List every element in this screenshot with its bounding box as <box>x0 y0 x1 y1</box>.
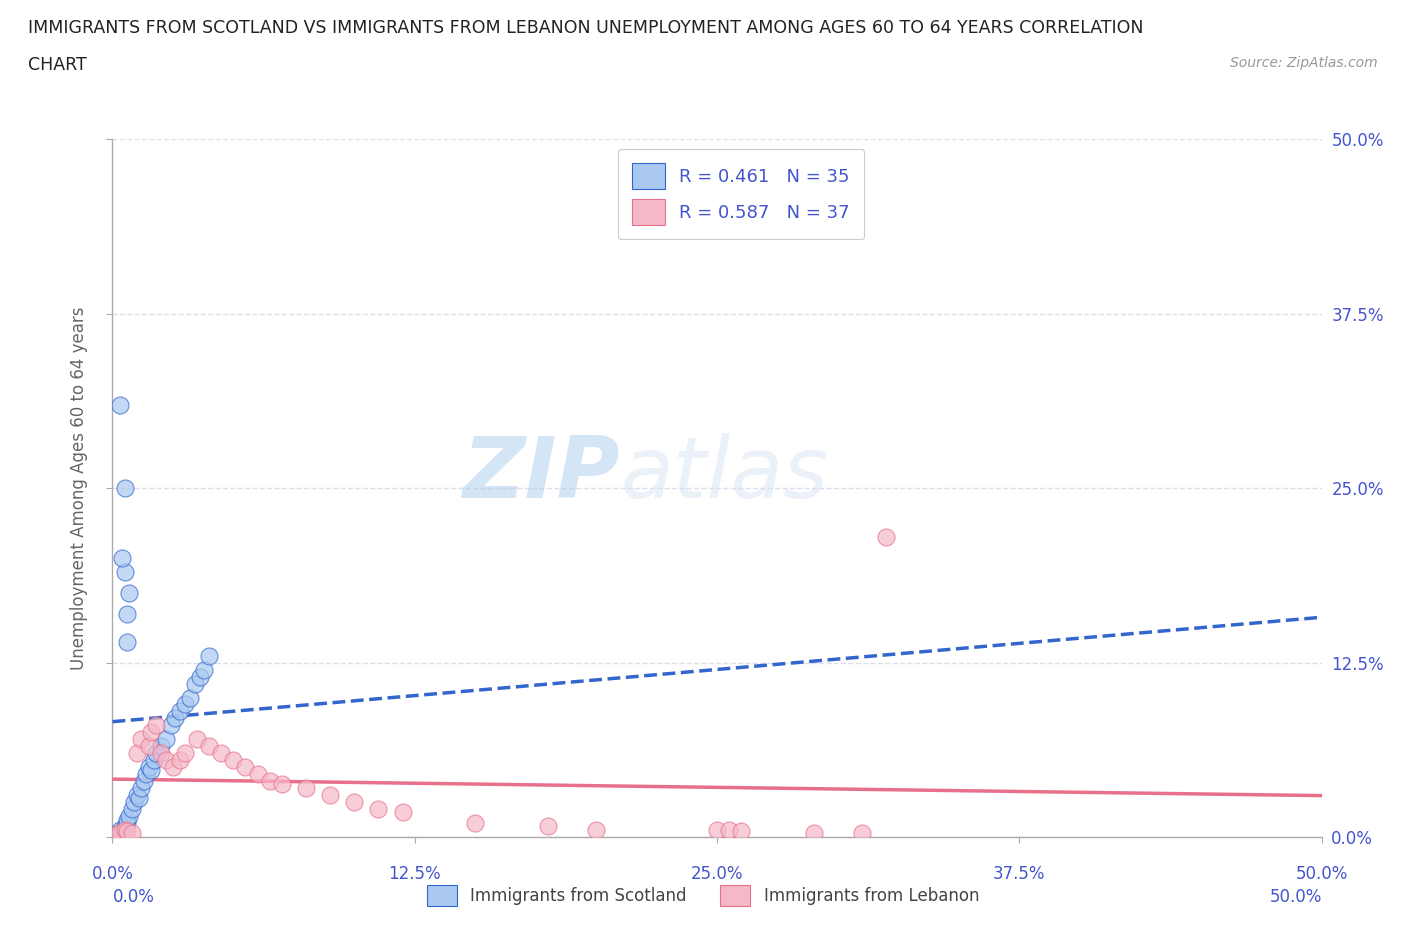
Legend: Immigrants from Scotland, Immigrants from Lebanon: Immigrants from Scotland, Immigrants fro… <box>420 879 986 912</box>
Point <box>115 634 138 649</box>
Point <box>141 763 163 777</box>
Text: atlas: atlas <box>620 432 828 516</box>
Point <box>138 738 160 753</box>
Point <box>803 826 825 841</box>
Point <box>114 481 136 496</box>
Point <box>367 802 389 817</box>
Text: 37.5%: 37.5% <box>993 865 1046 883</box>
Point <box>114 823 136 838</box>
Point <box>464 816 486 830</box>
Point <box>851 826 873 841</box>
Point <box>105 827 128 842</box>
Point <box>108 823 131 838</box>
Point <box>159 718 181 733</box>
Y-axis label: Unemployment Among Ages 60 to 64 years: Unemployment Among Ages 60 to 64 years <box>70 307 89 670</box>
Point <box>142 753 165 768</box>
Point <box>115 824 138 839</box>
Point <box>391 804 413 819</box>
Point <box>149 738 172 753</box>
Point <box>155 732 177 747</box>
Point <box>186 732 208 747</box>
Point <box>343 794 366 809</box>
Point <box>121 802 143 817</box>
Point <box>155 753 177 768</box>
Point <box>135 766 157 781</box>
Point <box>875 530 897 545</box>
Point <box>114 818 136 833</box>
Point <box>131 781 153 796</box>
Point <box>115 813 138 828</box>
Point <box>174 698 197 712</box>
Point <box>198 648 221 663</box>
Point <box>125 788 148 803</box>
Point <box>131 732 153 747</box>
Point <box>222 753 245 768</box>
Point <box>706 823 728 838</box>
Point <box>122 794 145 809</box>
Point <box>145 746 167 761</box>
Text: CHART: CHART <box>28 56 87 73</box>
Point <box>108 397 131 412</box>
Point <box>537 818 560 833</box>
Point <box>270 777 292 791</box>
Point <box>198 738 221 753</box>
Point <box>209 746 232 761</box>
Text: ZIP: ZIP <box>463 432 620 516</box>
Point <box>165 711 187 725</box>
Point <box>235 760 257 775</box>
Text: 50.0%: 50.0% <box>1270 888 1322 907</box>
Point <box>118 586 141 601</box>
Point <box>132 774 155 789</box>
Point <box>138 760 160 775</box>
Point <box>718 823 741 838</box>
Point <box>183 676 205 691</box>
Legend: R = 0.461   N = 35, R = 0.587   N = 37: R = 0.461 N = 35, R = 0.587 N = 37 <box>619 149 865 239</box>
Point <box>118 809 141 824</box>
Point <box>169 704 191 719</box>
Point <box>162 760 184 775</box>
Text: Source: ZipAtlas.com: Source: ZipAtlas.com <box>1230 56 1378 70</box>
Point <box>295 781 318 796</box>
Point <box>125 746 148 761</box>
Text: 12.5%: 12.5% <box>388 865 441 883</box>
Text: IMMIGRANTS FROM SCOTLAND VS IMMIGRANTS FROM LEBANON UNEMPLOYMENT AMONG AGES 60 T: IMMIGRANTS FROM SCOTLAND VS IMMIGRANTS F… <box>28 19 1143 36</box>
Point <box>179 690 201 705</box>
Point <box>246 766 269 781</box>
Point <box>585 823 607 838</box>
Point <box>169 753 191 768</box>
Point <box>145 718 167 733</box>
Point <box>174 746 197 761</box>
Point <box>108 826 131 841</box>
Point <box>149 746 172 761</box>
Point <box>128 790 150 805</box>
Point <box>121 826 143 841</box>
Point <box>319 788 342 803</box>
Point <box>730 824 752 839</box>
Point <box>111 826 134 841</box>
Text: 25.0%: 25.0% <box>690 865 744 883</box>
Point <box>188 670 211 684</box>
Point <box>111 551 134 565</box>
Point <box>259 774 281 789</box>
Point <box>115 606 138 621</box>
Text: 50.0%: 50.0% <box>1295 865 1348 883</box>
Point <box>193 662 215 677</box>
Point <box>141 725 163 740</box>
Text: 0.0%: 0.0% <box>112 888 155 907</box>
Point <box>114 565 136 579</box>
Point <box>115 816 138 830</box>
Text: 0.0%: 0.0% <box>91 865 134 883</box>
